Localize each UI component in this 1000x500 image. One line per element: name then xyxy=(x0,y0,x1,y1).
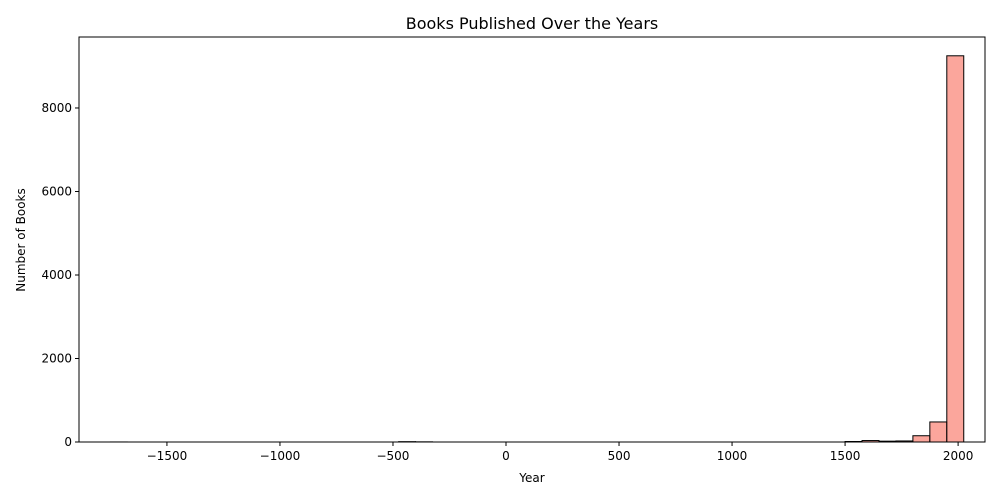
x-tick-label-4: 500 xyxy=(608,449,631,463)
x-tick-label-6: 1500 xyxy=(830,449,861,463)
y-tick-label-3: 6000 xyxy=(41,184,72,198)
x-tick-label-2: −500 xyxy=(376,449,409,463)
x-tick-label-1: −1000 xyxy=(260,449,301,463)
y-axis-label: Number of Books xyxy=(14,188,28,292)
y-axis-ticks: 0 2000 4000 6000 8000 xyxy=(41,101,79,449)
y-tick-label-4: 8000 xyxy=(41,101,72,115)
histogram-bar-8 xyxy=(929,421,948,443)
x-tick-label-0: −1500 xyxy=(147,449,188,463)
chart-title: Books Published Over the Years xyxy=(406,14,658,33)
x-axis-label: Year xyxy=(518,471,544,485)
y-tick-label-0: 0 xyxy=(64,435,72,449)
x-axis-ticks: −1500 −1000 −500 0 500 1000 1500 2000 xyxy=(147,442,974,463)
y-tick-label-1: 2000 xyxy=(41,351,72,365)
histogram-bar-9 xyxy=(946,55,965,443)
y-tick-label-2: 4000 xyxy=(41,268,72,282)
plot-frame xyxy=(78,36,986,443)
x-tick-label-7: 2000 xyxy=(943,449,974,463)
x-tick-label-3: 0 xyxy=(502,449,510,463)
histogram-bar-7 xyxy=(912,435,931,443)
x-tick-label-5: 1000 xyxy=(717,449,748,463)
